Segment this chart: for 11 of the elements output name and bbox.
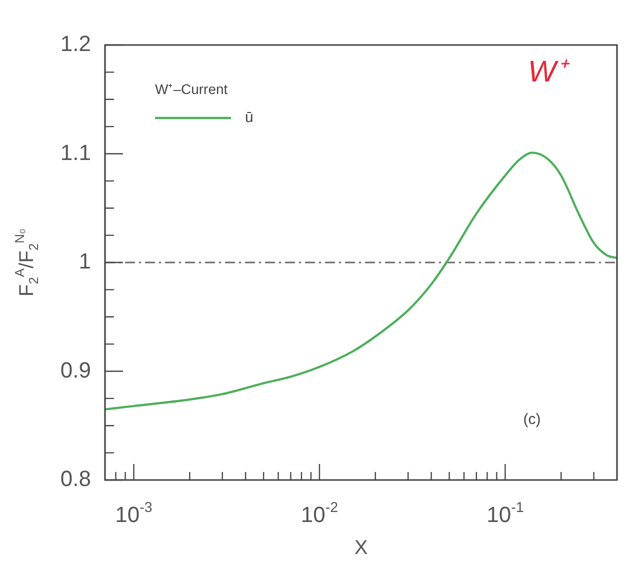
y-axis-title: F2A/F2N₀ xyxy=(12,228,41,296)
annotation: (c) xyxy=(523,411,541,428)
text: ū xyxy=(245,109,254,126)
y-tick-label: 1.1 xyxy=(60,140,91,165)
annotation: W⁺ xyxy=(528,55,570,88)
y-tick-label: 1.2 xyxy=(60,31,91,56)
y-tick-label: 0.8 xyxy=(60,466,91,492)
y-tick-label: 0.9 xyxy=(60,357,91,382)
y-tick-label: 1 xyxy=(78,248,91,274)
legend-title: W⁺–Current xyxy=(155,80,228,97)
x-axis-title: X xyxy=(354,537,368,559)
